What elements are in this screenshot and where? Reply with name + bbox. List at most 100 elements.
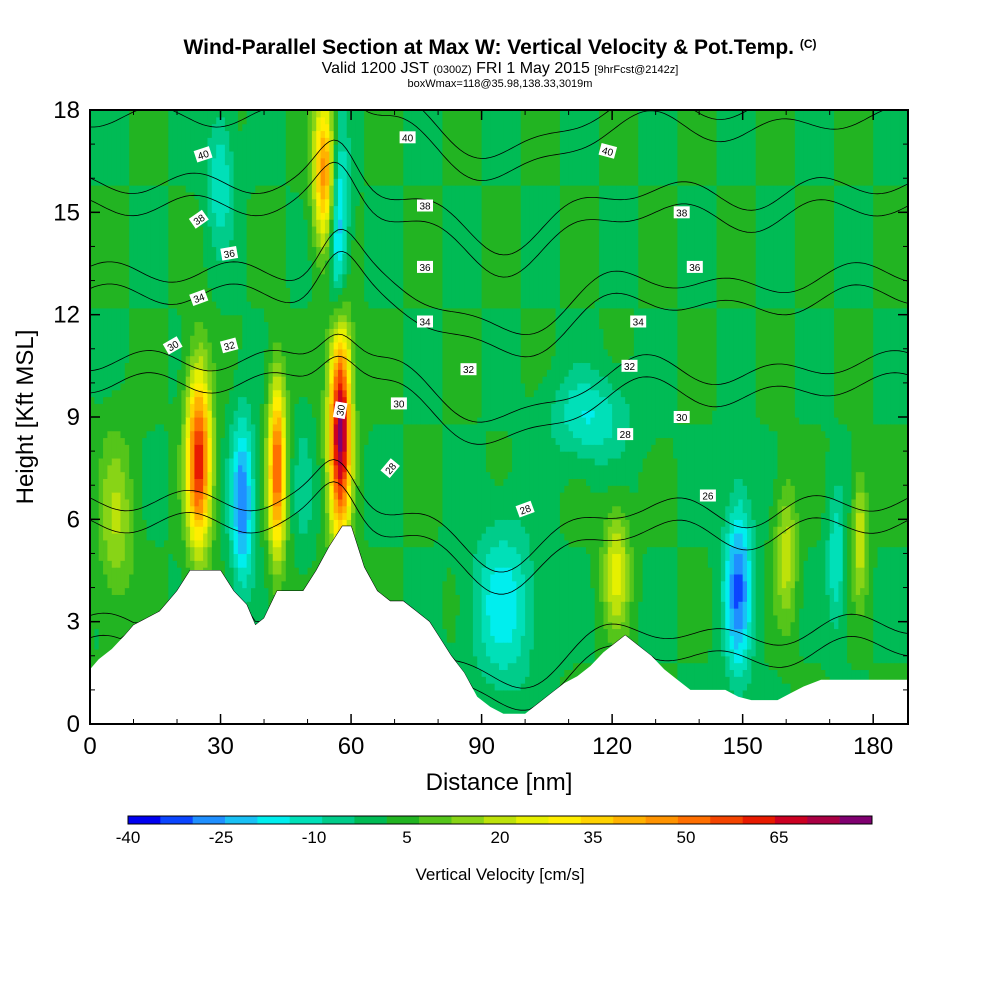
velocity-cell <box>403 185 409 309</box>
velocity-cell <box>829 587 835 623</box>
velocity-cell <box>333 444 339 466</box>
velocity-cell <box>446 110 452 186</box>
velocity-cell <box>381 110 387 186</box>
velocity-cell <box>203 532 209 548</box>
velocity-cell <box>111 430 117 459</box>
velocity-cell <box>111 567 117 595</box>
potential-temperature-contours <box>90 0 908 711</box>
velocity-cell <box>729 512 735 534</box>
velocity-cell <box>503 185 509 309</box>
velocity-cell <box>216 260 222 309</box>
velocity-cell <box>98 110 104 186</box>
velocity-cell <box>555 185 561 391</box>
velocity-cell <box>185 526 191 548</box>
velocity-cell <box>699 546 705 664</box>
velocity-cell <box>551 355 557 404</box>
velocity-cell <box>620 546 626 602</box>
velocity-cell <box>329 205 335 220</box>
velocity-cell <box>155 185 161 309</box>
velocity-cell <box>834 512 839 602</box>
velocity-cell <box>594 369 600 391</box>
velocity-cell <box>385 423 391 548</box>
velocity-cell <box>338 328 343 336</box>
velocity-cell <box>272 430 278 445</box>
velocity-cell <box>855 567 861 595</box>
velocity-cell <box>668 307 674 439</box>
velocity-cell <box>146 185 152 309</box>
velocity-cell <box>342 505 348 514</box>
velocity-cell <box>499 307 504 432</box>
contour-label-text: 32 <box>223 340 237 354</box>
velocity-cell <box>246 451 252 486</box>
velocity-cell <box>342 492 348 507</box>
velocity-cell <box>816 423 822 541</box>
velocity-cell <box>194 519 200 527</box>
velocity-cell <box>668 437 674 548</box>
velocity-cell <box>103 437 109 479</box>
velocity-cell <box>107 396 113 432</box>
velocity-cell <box>364 444 370 541</box>
velocity-cell <box>803 560 809 664</box>
velocity-cell <box>242 587 248 609</box>
velocity-cell <box>825 307 831 439</box>
velocity-cell <box>616 614 622 630</box>
velocity-cell <box>137 307 143 671</box>
theta-contour <box>90 0 908 66</box>
velocity-cell <box>198 539 204 548</box>
velocity-cell <box>107 307 113 398</box>
velocity-cell <box>868 110 874 186</box>
velocity-cell <box>172 396 178 561</box>
velocity-cell <box>499 669 504 691</box>
velocity-cell <box>346 464 352 486</box>
velocity-cell <box>799 185 805 309</box>
velocity-cell <box>768 430 774 507</box>
velocity-cell <box>242 396 248 418</box>
velocity-cell <box>668 185 674 309</box>
velocity-cell <box>864 594 870 671</box>
velocity-cell <box>790 110 796 186</box>
velocity-cell <box>320 137 326 159</box>
contour-label-text: 40 <box>601 146 615 160</box>
velocity-cell <box>177 185 182 316</box>
velocity-cell <box>629 492 635 548</box>
velocity-cell <box>338 417 343 452</box>
velocity-cell <box>794 185 800 309</box>
velocity-cell <box>346 301 352 323</box>
velocity-cell <box>503 669 509 691</box>
velocity-cell <box>342 301 348 316</box>
velocity-cell <box>455 423 461 595</box>
velocity-cell <box>338 335 343 343</box>
velocity-cell <box>224 110 230 132</box>
contour-label: 36 <box>686 260 703 274</box>
velocity-cell <box>172 110 178 186</box>
velocity-cell <box>681 546 687 664</box>
velocity-cell <box>272 362 278 377</box>
velocity-cell <box>364 110 370 186</box>
velocity-cell <box>786 110 792 186</box>
velocity-cell <box>111 457 117 493</box>
velocity-cell <box>738 110 744 186</box>
box-info: boxWmax=118@35.98,138.33,3019m <box>407 78 593 90</box>
velocity-cell <box>333 423 339 445</box>
velocity-cell <box>342 376 348 391</box>
velocity-cell <box>438 307 444 425</box>
velocity-cell <box>699 185 705 309</box>
velocity-cell <box>512 580 518 630</box>
velocity-cell <box>333 287 339 302</box>
velocity-cell <box>577 478 583 548</box>
velocity-cell <box>629 546 635 602</box>
velocity-cell <box>407 423 413 548</box>
velocity-cell <box>499 485 504 520</box>
velocity-cell <box>242 451 248 473</box>
velocity-cell <box>220 116 226 145</box>
velocity-cell <box>738 478 744 500</box>
velocity-cell <box>137 185 143 309</box>
velocity-cell <box>364 185 370 302</box>
velocity-cell <box>90 110 95 186</box>
velocity-cell <box>729 669 735 691</box>
velocity-cell <box>124 444 130 500</box>
colorbar-swatch <box>580 816 614 824</box>
velocity-cell <box>333 178 339 207</box>
velocity-cell <box>142 185 148 309</box>
velocity-cell <box>342 355 348 370</box>
